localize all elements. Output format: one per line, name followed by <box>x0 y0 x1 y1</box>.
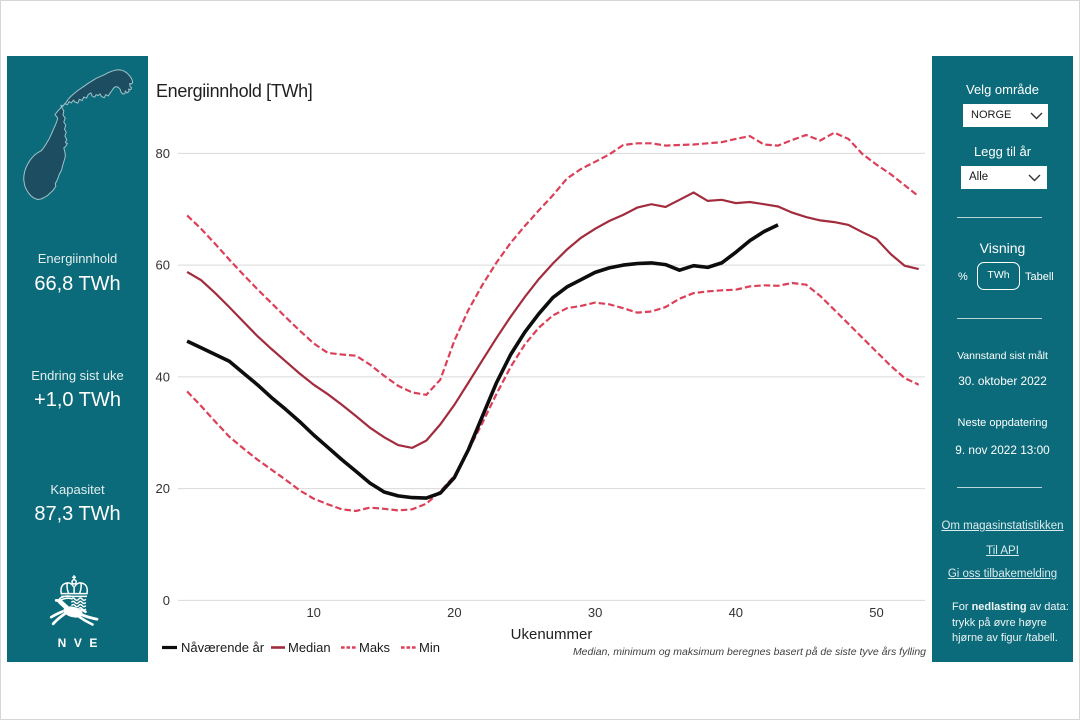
svg-text:60: 60 <box>156 258 170 273</box>
svg-text:40: 40 <box>729 605 743 620</box>
svg-text:Maks: Maks <box>359 640 391 655</box>
svg-text:20: 20 <box>447 605 461 620</box>
svg-text:80: 80 <box>156 146 170 161</box>
svg-text:Median: Median <box>288 640 331 655</box>
svg-text:30: 30 <box>588 605 602 620</box>
svg-text:Nåværende år: Nåværende år <box>181 640 265 655</box>
svg-text:Min: Min <box>419 640 440 655</box>
svg-text:Ukenummer: Ukenummer <box>511 626 593 643</box>
svg-text:50: 50 <box>869 605 883 620</box>
svg-text:40: 40 <box>156 370 170 385</box>
svg-text:0: 0 <box>163 593 170 608</box>
svg-text:10: 10 <box>306 605 320 620</box>
svg-text:Median, minimum og maksimum be: Median, minimum og maksimum beregnes bas… <box>573 646 926 658</box>
svg-text:20: 20 <box>156 481 170 496</box>
